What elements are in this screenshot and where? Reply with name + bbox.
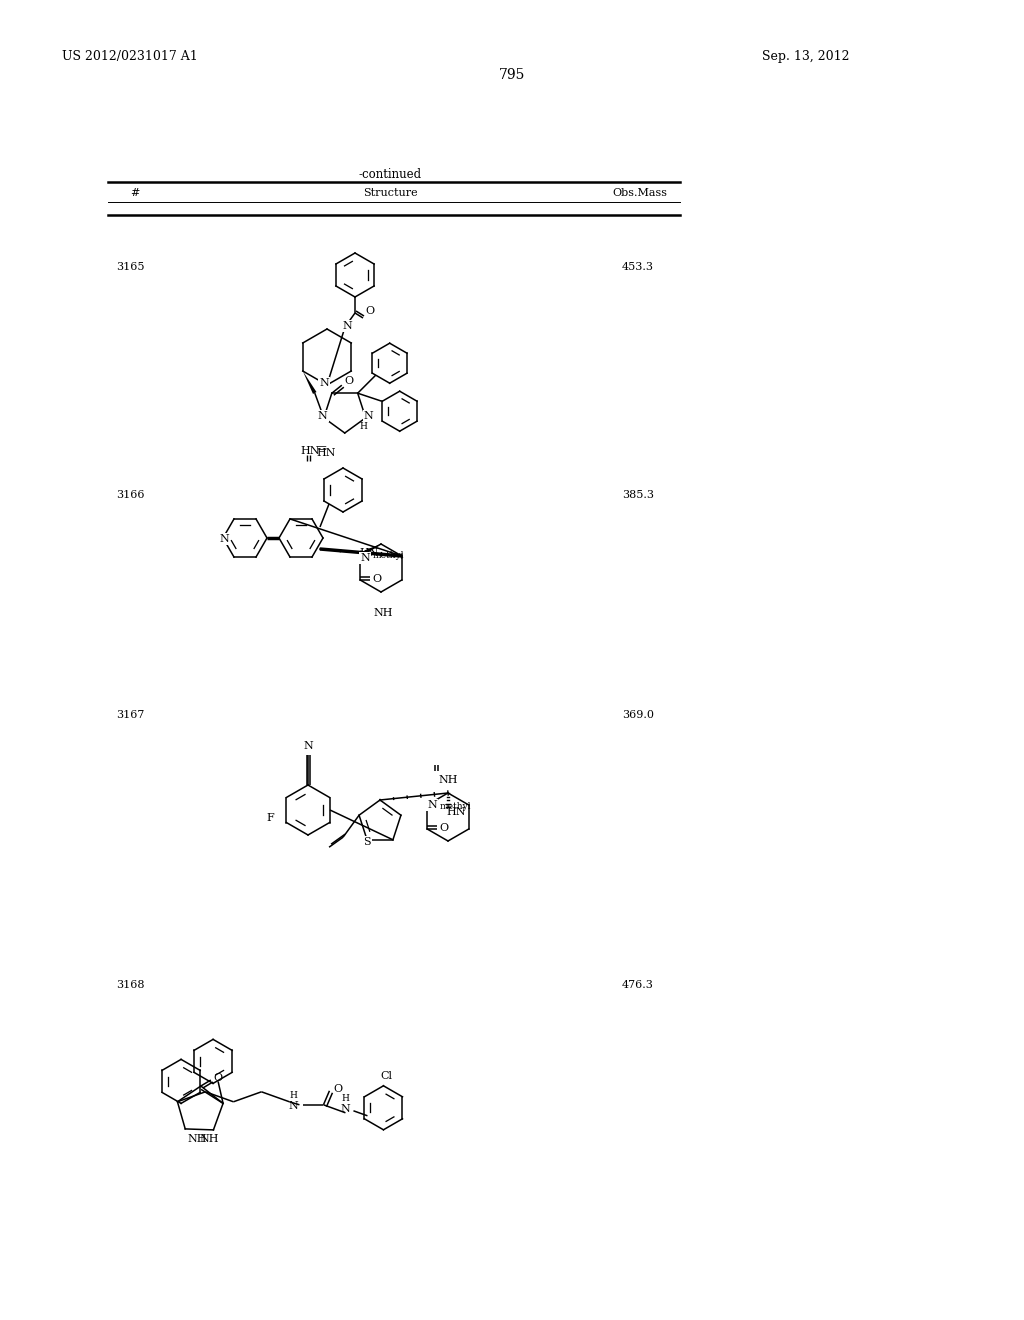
Text: N: N bbox=[360, 553, 370, 564]
Text: Obs.Mass: Obs.Mass bbox=[612, 187, 668, 198]
Text: HN: HN bbox=[300, 446, 319, 455]
Text: methyl: methyl bbox=[372, 550, 403, 560]
Text: O: O bbox=[365, 306, 374, 315]
Text: Cl: Cl bbox=[381, 1071, 392, 1081]
Text: O: O bbox=[214, 1073, 223, 1082]
Text: HN: HN bbox=[446, 807, 466, 817]
Text: O: O bbox=[345, 376, 354, 387]
Text: Sep. 13, 2012: Sep. 13, 2012 bbox=[762, 50, 850, 63]
Text: N: N bbox=[342, 321, 352, 331]
Text: O: O bbox=[334, 1084, 343, 1094]
Text: S: S bbox=[364, 837, 371, 847]
Text: #: # bbox=[130, 187, 139, 198]
Text: NH: NH bbox=[200, 1134, 219, 1144]
Text: =: = bbox=[316, 442, 328, 455]
Text: N: N bbox=[289, 1101, 298, 1111]
Text: NH: NH bbox=[438, 775, 458, 785]
Text: H: H bbox=[359, 422, 368, 430]
Text: 453.3: 453.3 bbox=[622, 261, 654, 272]
Text: O: O bbox=[439, 822, 449, 833]
Text: N: N bbox=[364, 411, 374, 421]
Text: 3167: 3167 bbox=[116, 710, 144, 719]
Text: O: O bbox=[372, 574, 381, 583]
Text: Structure: Structure bbox=[362, 187, 418, 198]
Text: H: H bbox=[342, 1094, 349, 1102]
Text: US 2012/0231017 A1: US 2012/0231017 A1 bbox=[62, 50, 198, 63]
Text: N: N bbox=[303, 741, 313, 751]
Text: H: H bbox=[290, 1090, 297, 1100]
Text: HN: HN bbox=[359, 548, 379, 558]
Text: 3168: 3168 bbox=[116, 979, 144, 990]
Text: 3166: 3166 bbox=[116, 490, 144, 500]
Text: N: N bbox=[318, 411, 328, 421]
Text: F: F bbox=[266, 813, 273, 822]
Text: N: N bbox=[219, 535, 229, 544]
Text: N: N bbox=[427, 800, 437, 810]
Text: methyl: methyl bbox=[439, 803, 471, 810]
Text: 476.3: 476.3 bbox=[622, 979, 654, 990]
Text: NH: NH bbox=[373, 609, 392, 618]
Text: NH: NH bbox=[187, 1134, 207, 1144]
Text: N: N bbox=[341, 1104, 350, 1114]
Text: HN: HN bbox=[316, 447, 336, 458]
Text: 795: 795 bbox=[499, 69, 525, 82]
Text: 385.3: 385.3 bbox=[622, 490, 654, 500]
Text: 369.0: 369.0 bbox=[622, 710, 654, 719]
Text: 3165: 3165 bbox=[116, 261, 144, 272]
Text: -continued: -continued bbox=[358, 168, 422, 181]
Polygon shape bbox=[303, 371, 316, 393]
Polygon shape bbox=[365, 544, 381, 553]
Text: N: N bbox=[319, 378, 329, 388]
